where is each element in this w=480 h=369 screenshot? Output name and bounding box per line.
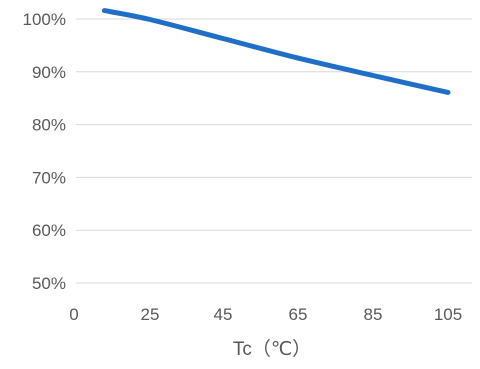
x-tick-label: 65 <box>289 305 308 324</box>
y-tick-label: 100% <box>23 10 66 29</box>
y-tick-label: 90% <box>32 63 66 82</box>
series-line-0 <box>101 8 451 95</box>
x-tick-label: 45 <box>214 305 233 324</box>
gridlines <box>76 18 472 284</box>
x-tick-label: 25 <box>141 305 160 324</box>
y-tick-label: 70% <box>32 168 66 187</box>
y-tick-label: 60% <box>32 221 66 240</box>
x-axis-title: Tc（℃） <box>233 338 311 360</box>
y-tick-label: 50% <box>32 274 66 293</box>
x-tick-label: 0 <box>69 305 78 324</box>
x-tick-label: 85 <box>364 305 383 324</box>
series-layer <box>101 8 451 95</box>
x-axis-tick-labels: 0 25 45 65 85 105 <box>69 305 462 324</box>
y-axis-tick-labels: 50% 60% 70% 80% 90% 100% <box>23 10 66 293</box>
y-tick-label: 80% <box>32 116 66 135</box>
x-tick-label: 105 <box>434 305 462 324</box>
